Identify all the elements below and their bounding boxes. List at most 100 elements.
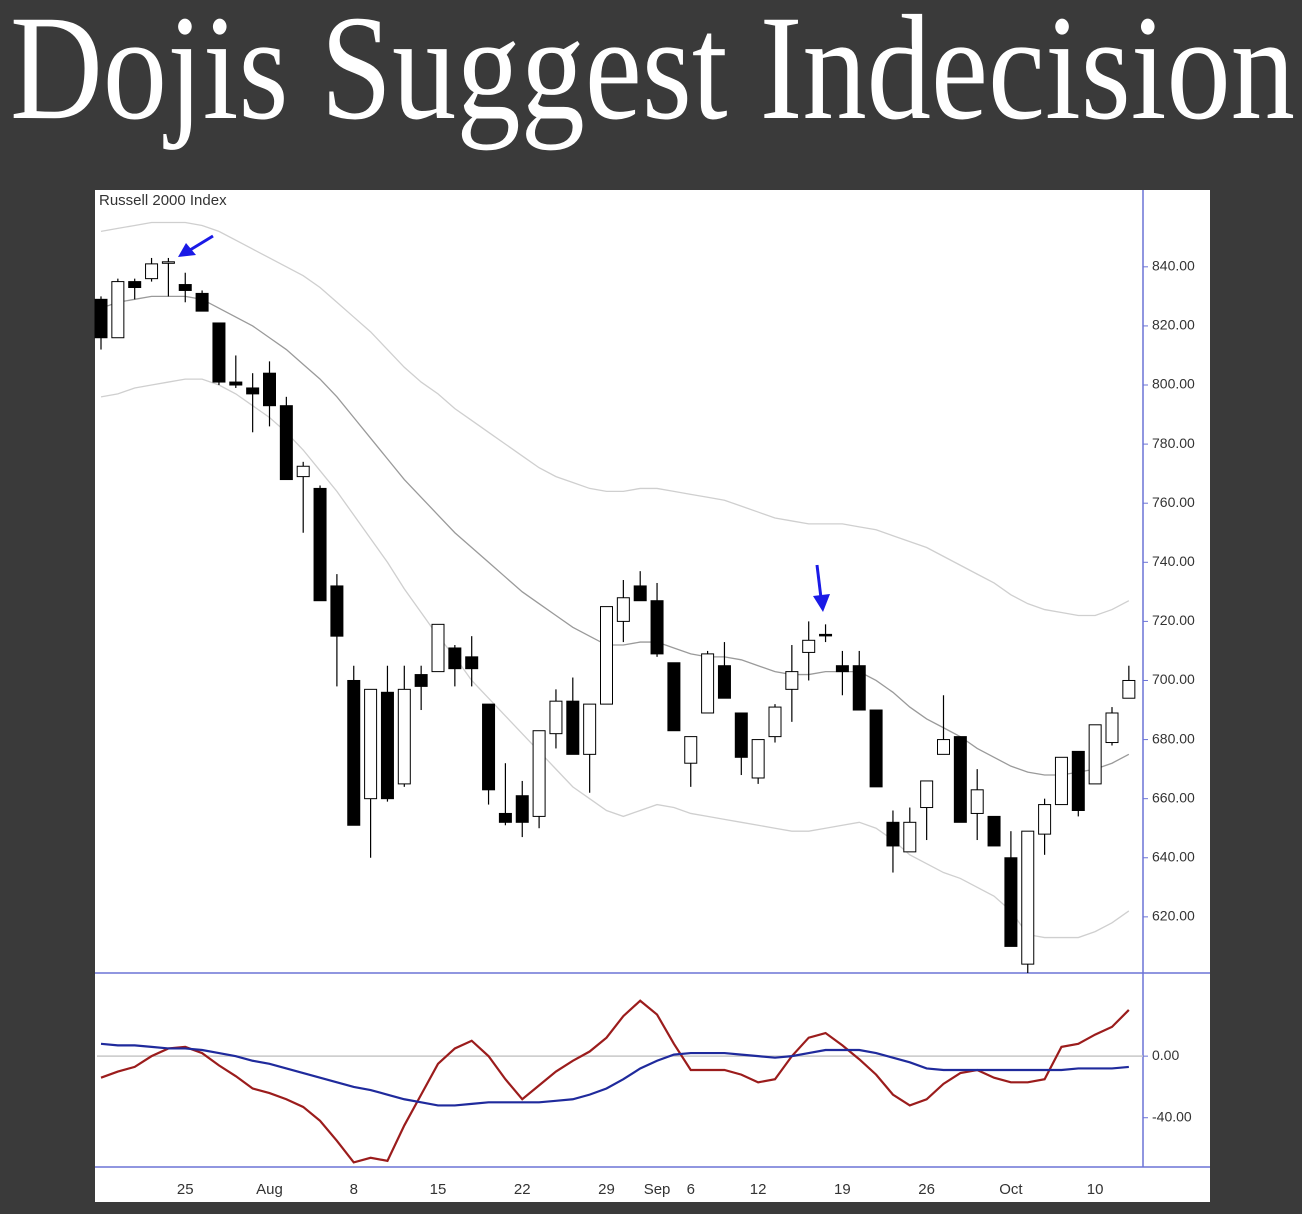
candle-body (448, 647, 462, 670)
y-tick-label: 720.00 (1152, 612, 1195, 628)
y-tick-label: 740.00 (1152, 553, 1195, 569)
candle-body (145, 263, 159, 280)
y-tick-label: 780.00 (1152, 435, 1195, 451)
y-tick-label: 760.00 (1152, 494, 1195, 510)
candle-body (1071, 750, 1085, 811)
x-tick-label: 12 (750, 1181, 767, 1198)
candle-body (229, 381, 243, 386)
candle-body (953, 736, 967, 823)
y-tick-label: 800.00 (1152, 376, 1195, 392)
plot: 620.00640.00660.00680.00700.00720.00740.… (94, 221, 1195, 1198)
y-tick-label: 820.00 (1152, 317, 1195, 333)
x-tick-label: 6 (687, 1181, 695, 1198)
candle-body (600, 606, 613, 705)
candle-body (768, 706, 782, 738)
x-tick-label: 19 (834, 1181, 851, 1198)
candle-body (263, 372, 276, 407)
y-tick-label: 0.00 (1152, 1047, 1179, 1063)
candle-body (819, 633, 833, 637)
candle-body (869, 709, 883, 788)
chart-title: Russell 2000 Index (99, 192, 227, 209)
candle-body (937, 739, 950, 755)
candle-body (717, 665, 731, 699)
x-tick-label: 10 (1087, 1181, 1104, 1198)
indicator-line (100, 999, 1130, 1164)
candle-body (515, 795, 529, 823)
candle-body (684, 736, 698, 764)
candle-body (128, 281, 142, 289)
candle-body (296, 465, 310, 478)
candle-body (364, 688, 378, 800)
candle-body (785, 671, 799, 690)
y-tick-label: 700.00 (1152, 671, 1195, 687)
candle-body (1088, 724, 1102, 785)
candle-body (1038, 804, 1052, 835)
candle-body (465, 656, 479, 670)
candle-body (734, 712, 748, 758)
candle-body (397, 688, 411, 785)
band-line (100, 378, 1130, 939)
candle-body (616, 597, 630, 622)
candle-body (1122, 679, 1136, 699)
candle-body (246, 387, 260, 395)
candle-body (667, 662, 681, 732)
candle-body (330, 585, 344, 637)
candle-body (886, 821, 900, 847)
candle-body (549, 700, 563, 735)
candle-body (431, 623, 445, 673)
x-tick-label: 29 (598, 1181, 615, 1198)
y-tick-label: 660.00 (1152, 789, 1195, 805)
candle-body (701, 653, 715, 714)
candle-body (161, 261, 175, 264)
candle-body (1004, 857, 1018, 947)
candle-body (212, 322, 226, 383)
candle-body (111, 281, 125, 339)
candle-body (532, 730, 546, 817)
y-tick-label: -40.00 (1152, 1108, 1192, 1124)
candle-body (835, 665, 849, 673)
candle-body (347, 679, 361, 826)
candle-body (583, 703, 597, 755)
candle-body (195, 292, 209, 312)
candle-body (279, 405, 293, 481)
y-tick-label: 680.00 (1152, 730, 1195, 746)
x-tick-label: Sep (644, 1181, 671, 1198)
band-line (100, 221, 1130, 617)
annotation-arrow (813, 564, 830, 612)
band-line (100, 295, 1130, 776)
candle-body (751, 739, 765, 779)
x-tick-label: Oct (999, 1181, 1023, 1198)
candle-body (498, 812, 512, 823)
x-tick-label: 22 (514, 1181, 531, 1198)
candle-body (1054, 756, 1068, 806)
candle-body (633, 585, 647, 602)
y-tick-label: 620.00 (1152, 908, 1195, 924)
candle-body (178, 284, 192, 291)
y-tick-label: 640.00 (1152, 848, 1195, 864)
candle-body (94, 298, 108, 339)
x-tick-label: 26 (918, 1181, 935, 1198)
candle-body (313, 487, 327, 602)
x-tick-label: 15 (430, 1181, 447, 1198)
candle-body (852, 665, 866, 711)
x-tick-label: Aug (256, 1181, 283, 1198)
candle-body (482, 703, 496, 791)
candle-body (970, 789, 984, 814)
chart-panel (95, 190, 1210, 1202)
candle-body (1105, 712, 1119, 744)
x-tick-label: 25 (177, 1181, 194, 1198)
candle-body (903, 821, 917, 853)
candle-body (650, 600, 664, 655)
x-tick-label: 8 (350, 1181, 358, 1198)
candle-body (920, 780, 934, 809)
indicator-line (100, 1042, 1129, 1107)
y-tick-label: 840.00 (1152, 258, 1195, 274)
candle-body (802, 639, 816, 653)
candle-body (987, 815, 1001, 847)
candle-body (566, 700, 580, 755)
slide-title: Dojis Suggest Indecision (10, 0, 1295, 151)
annotation-arrow (178, 234, 214, 257)
candle-body (414, 674, 428, 687)
candle-body (1021, 830, 1035, 965)
